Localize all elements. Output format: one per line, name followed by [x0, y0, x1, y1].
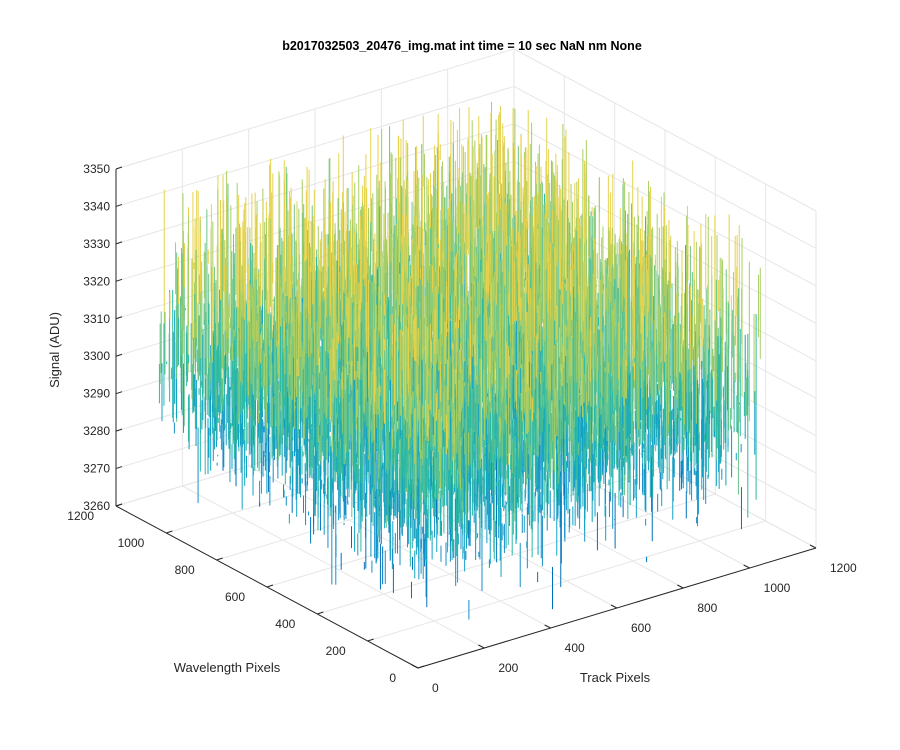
side-wall-grid-line	[513, 48, 817, 212]
back-wall-grid-line	[115, 85, 515, 207]
surface-mesh	[158, 101, 761, 620]
side-wall-grid-line	[513, 86, 817, 249]
back-wall-grid-line	[115, 48, 515, 170]
floor-grid-line	[317, 493, 716, 615]
floor-grid-line	[266, 466, 666, 588]
back-wall-grid-line	[115, 123, 515, 245]
floor-grid-line	[367, 520, 766, 642]
